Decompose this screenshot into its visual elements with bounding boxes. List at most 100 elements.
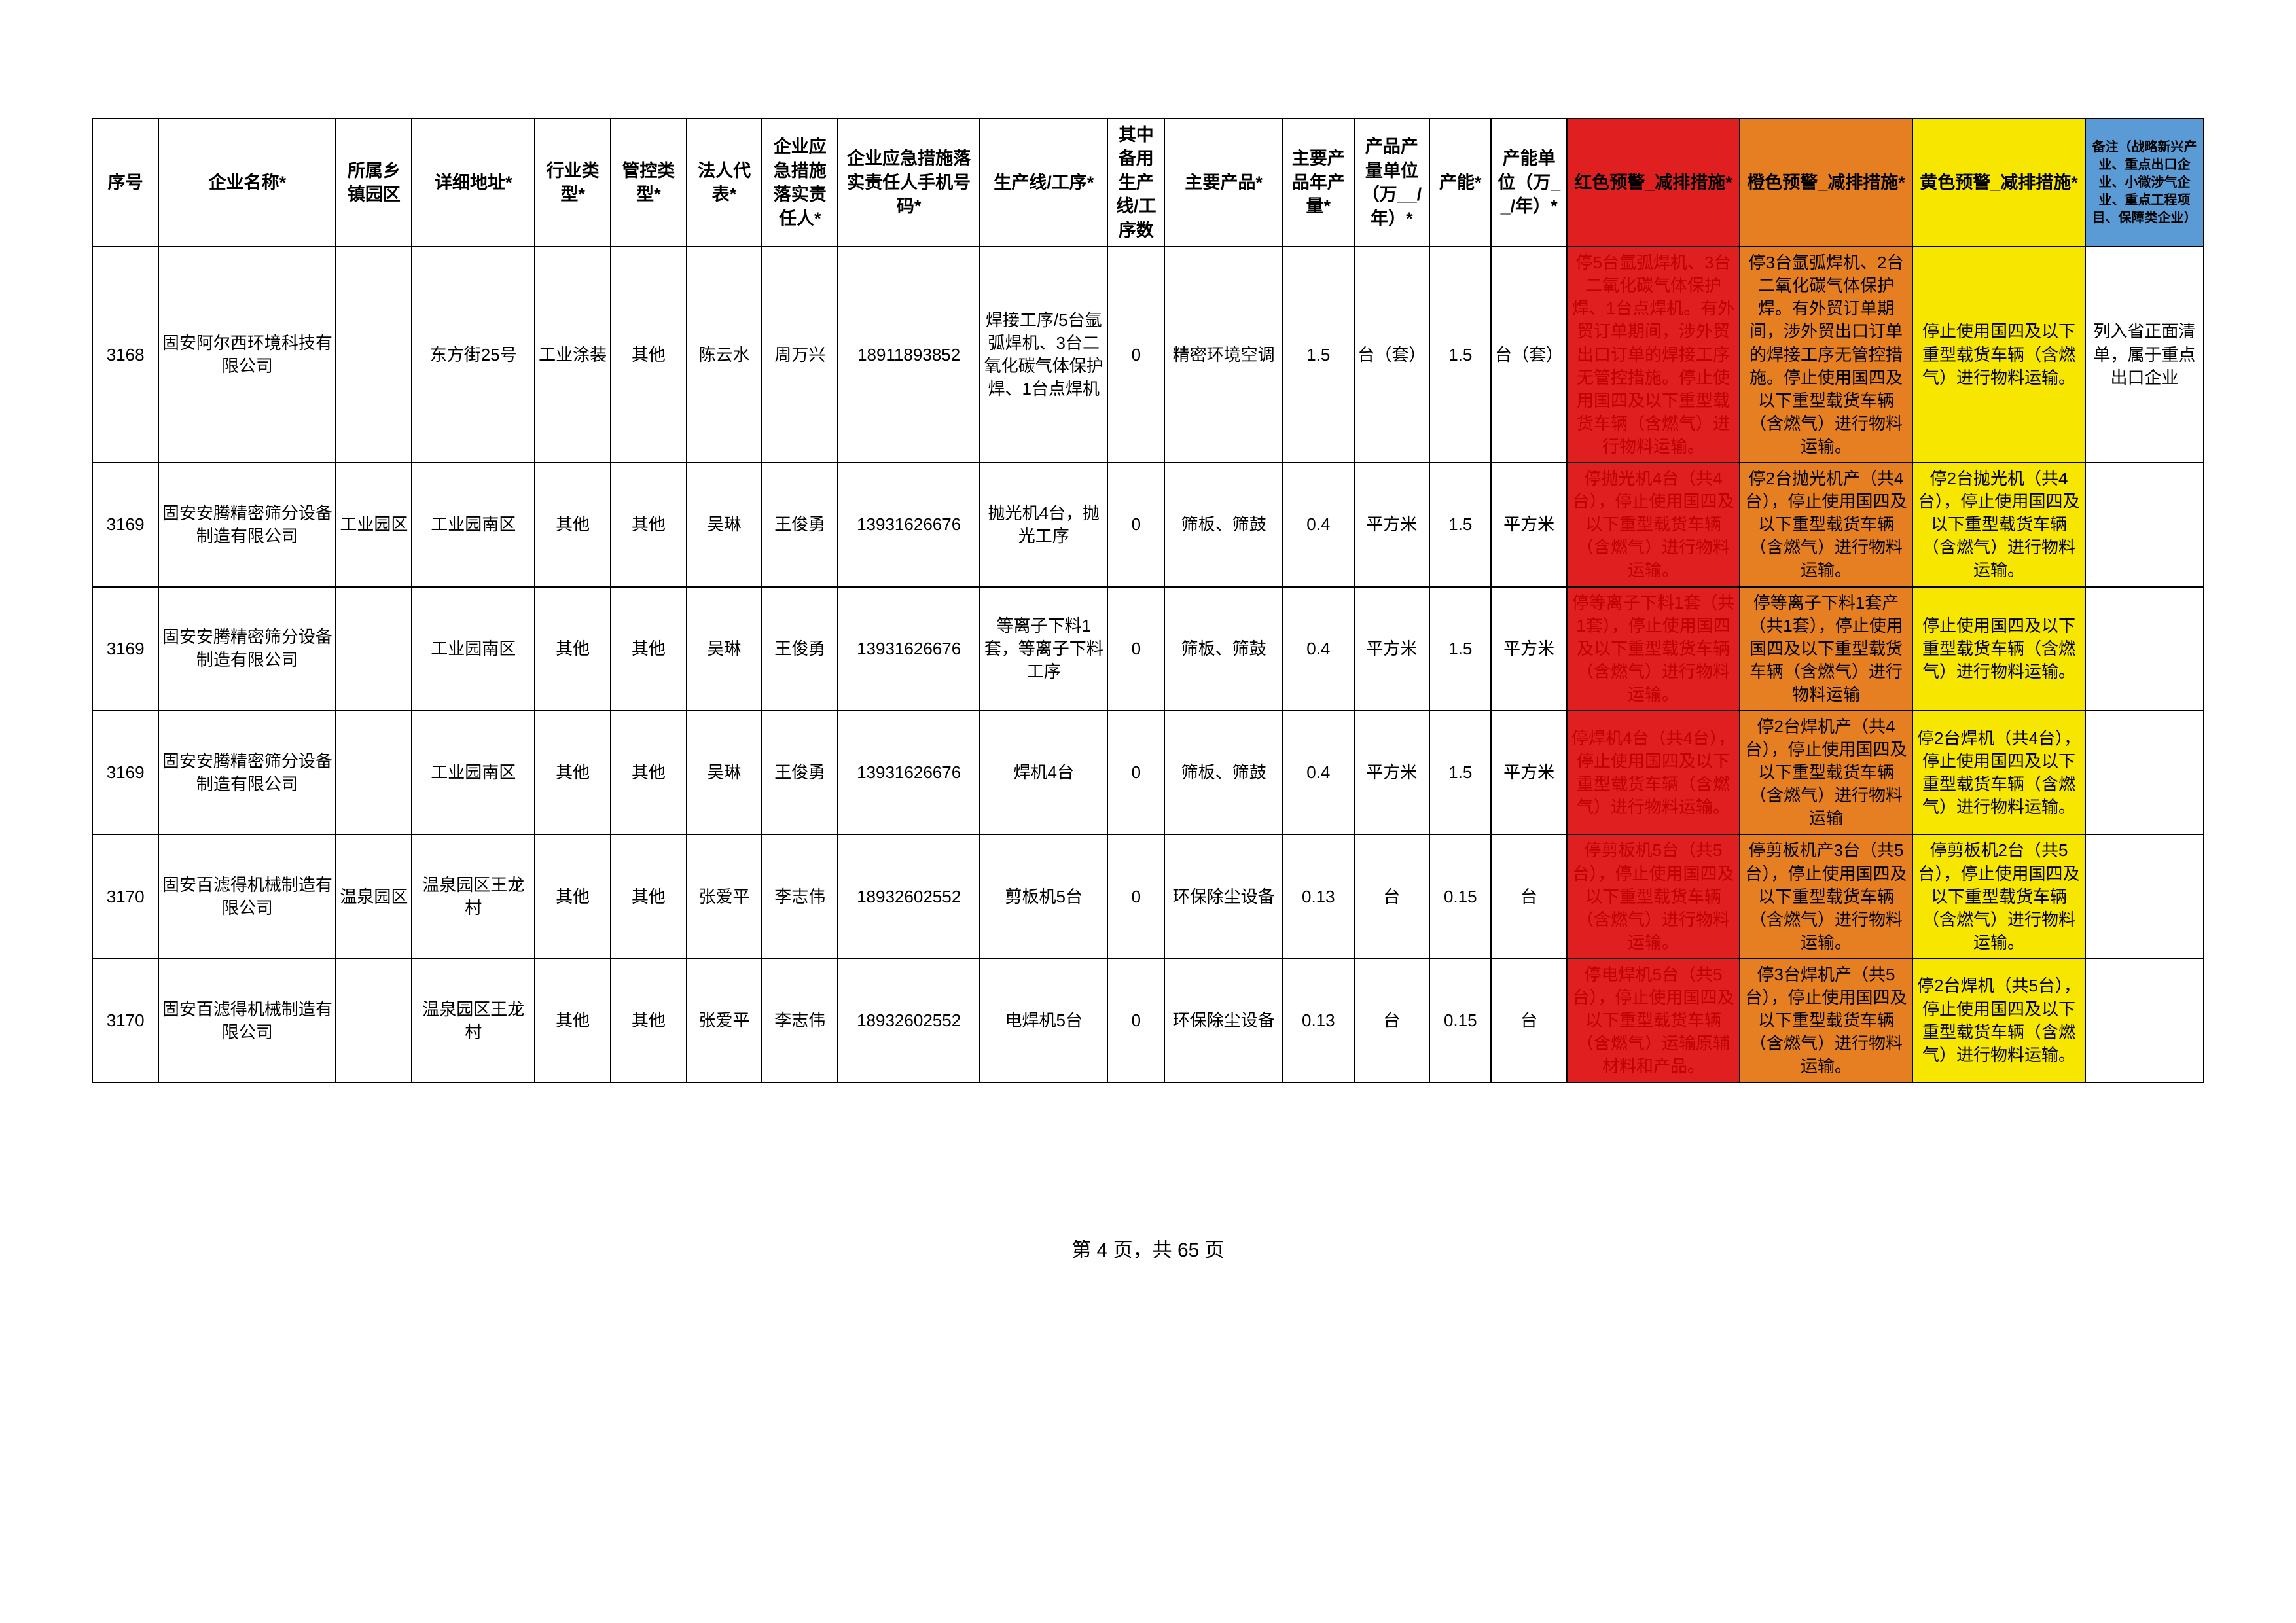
- table-cell: 固安百滤得机械制造有限公司: [158, 959, 336, 1082]
- table-cell: 停止使用国四及以下重型载货车辆（含燃气）进行物料运输。: [1912, 247, 2085, 463]
- table-row: 3168固安阿尔西环境科技有限公司东方街25号工业涂装其他陈云水周万兴18911…: [92, 247, 2204, 463]
- table-cell: 王俊勇: [762, 711, 838, 834]
- column-header: 行业类型*: [535, 118, 611, 247]
- table-cell: 停止使用国四及以下重型载货车辆（含燃气）进行物料运输。: [1912, 587, 2085, 711]
- table-cell: [2085, 463, 2204, 586]
- table-cell: 李志伟: [762, 959, 838, 1082]
- table-cell: 停3台焊机产（共5台），停止使用国四及以下重型载货车辆（含燃气）进行物料运输。: [1740, 959, 1912, 1082]
- table-cell: 平方米: [1491, 587, 1567, 711]
- table-cell: 平方米: [1491, 711, 1567, 834]
- table-cell: 精密环境空调: [1164, 247, 1283, 463]
- table-cell: 0: [1107, 463, 1164, 586]
- table-cell: 0: [1107, 711, 1164, 834]
- table-cell: [336, 959, 412, 1082]
- table-cell: 其他: [535, 711, 611, 834]
- table-cell: 其他: [535, 959, 611, 1082]
- table-cell: 台: [1354, 959, 1430, 1082]
- table-cell: 工业园区: [336, 463, 412, 586]
- table-cell: 3168: [92, 247, 158, 463]
- table-cell: 筛板、筛鼓: [1164, 587, 1283, 711]
- table-cell: 固安安腾精密筛分设备制造有限公司: [158, 711, 336, 834]
- table-cell: 0: [1107, 587, 1164, 711]
- table-cell: 其他: [535, 834, 611, 958]
- table-cell: 王俊勇: [762, 463, 838, 586]
- table-cell: 18911893852: [838, 247, 980, 463]
- table-cell: 其他: [535, 463, 611, 586]
- table-cell: 停抛光机4台（共4台），停止使用国四及以下重型载货车辆（含燃气）进行物料运输。: [1567, 463, 1740, 586]
- table-cell: 平方米: [1354, 587, 1430, 711]
- table-cell: 列入省正面清单，属于重点出口企业: [2085, 247, 2204, 463]
- column-header: 产能*: [1429, 118, 1491, 247]
- column-header: 橙色预警_减排措施*: [1740, 118, 1912, 247]
- table-cell: 0: [1107, 247, 1164, 463]
- table-cell: 剪板机5台: [980, 834, 1107, 958]
- table-cell: 等离子下料1套，等离子下料工序: [980, 587, 1107, 711]
- table-cell: 平方米: [1354, 463, 1430, 586]
- column-header: 黄色预警_减排措施*: [1912, 118, 2085, 247]
- table-cell: 3169: [92, 711, 158, 834]
- table-cell: 3170: [92, 834, 158, 958]
- table-cell: 其他: [611, 959, 687, 1082]
- column-header: 法人代表*: [687, 118, 762, 247]
- table-cell: 其他: [611, 247, 687, 463]
- table-row: 3169固安安腾精密筛分设备制造有限公司工业园南区其他其他吴琳王俊勇139316…: [92, 711, 2204, 834]
- table-cell: 张爱平: [687, 834, 762, 958]
- column-header: 管控类型*: [611, 118, 687, 247]
- table-row: 3170固安百滤得机械制造有限公司温泉园区王龙村其他其他张爱平李志伟189326…: [92, 959, 2204, 1082]
- table-cell: 停等离子下料1套产（共1套），停止使用国四及以下重型载货车辆（含燃气）进行物料运…: [1740, 587, 1912, 711]
- table-cell: 0: [1107, 959, 1164, 1082]
- table-cell: 0.4: [1283, 711, 1354, 834]
- table-cell: 停剪板机产3台（共5台），停止使用国四及以下重型载货车辆（含燃气）进行物料运输。: [1740, 834, 1912, 958]
- data-table: 序号企业名称*所属乡镇园区详细地址*行业类型*管控类型*法人代表*企业应急措施落…: [92, 118, 2204, 1083]
- table-cell: 张爱平: [687, 959, 762, 1082]
- table-cell: 其他: [611, 711, 687, 834]
- table-cell: [2085, 959, 2204, 1082]
- table-cell: 1.5: [1283, 247, 1354, 463]
- table-cell: 0.4: [1283, 587, 1354, 711]
- column-header: 其中备用生产线/工序数: [1107, 118, 1164, 247]
- table-cell: 筛板、筛鼓: [1164, 711, 1283, 834]
- table-cell: 工业园南区: [412, 711, 535, 834]
- table-cell: 平方米: [1354, 711, 1430, 834]
- table-cell: 台（套）: [1354, 247, 1430, 463]
- table-cell: 温泉园区王龙村: [412, 834, 535, 958]
- table-cell: 停焊机4台（共4台），停止使用国四及以下重型载货车辆（含燃气）进行物料运输。: [1567, 711, 1740, 834]
- table-cell: 工业园南区: [412, 463, 535, 586]
- column-header: 主要产品年产量*: [1283, 118, 1354, 247]
- table-cell: 停2台焊机（共4台），停止使用国四及以下重型载货车辆（含燃气）进行物料运输。: [1912, 711, 2085, 834]
- table-cell: 陈云水: [687, 247, 762, 463]
- table-cell: 停2台抛光机产（共4台），停止使用国四及以下重型载货车辆（含燃气）进行物料运输。: [1740, 463, 1912, 586]
- table-cell: 0.4: [1283, 463, 1354, 586]
- table-cell: 1.5: [1429, 463, 1491, 586]
- column-header: 备注（战略新兴产业、重点出口企业、小微涉气企业、重点工程项目、保障类企业）: [2085, 118, 2204, 247]
- table-cell: 台: [1354, 834, 1430, 958]
- table-cell: 固安安腾精密筛分设备制造有限公司: [158, 587, 336, 711]
- table-cell: 停2台抛光机（共4台），停止使用国四及以下重型载货车辆（含燃气）进行物料运输。: [1912, 463, 2085, 586]
- table-cell: 3169: [92, 463, 158, 586]
- table-cell: 固安百滤得机械制造有限公司: [158, 834, 336, 958]
- table-cell: 1.5: [1429, 587, 1491, 711]
- table-cell: [336, 587, 412, 711]
- table-cell: 0.13: [1283, 834, 1354, 958]
- table-cell: 东方街25号: [412, 247, 535, 463]
- table-cell: 工业园南区: [412, 587, 535, 711]
- page-footer: 第 4 页，共 65 页: [92, 1234, 2204, 1262]
- table-cell: 13931626676: [838, 711, 980, 834]
- header-row: 序号企业名称*所属乡镇园区详细地址*行业类型*管控类型*法人代表*企业应急措施落…: [92, 118, 2204, 247]
- table-cell: 台（套）: [1491, 247, 1567, 463]
- table-cell: 工业涂装: [535, 247, 611, 463]
- table-cell: 平方米: [1491, 463, 1567, 586]
- column-header: 企业应急措施落实责任人手机号码*: [838, 118, 980, 247]
- table-row: 3169固安安腾精密筛分设备制造有限公司工业园南区其他其他吴琳王俊勇139316…: [92, 587, 2204, 711]
- table-cell: 停剪板机2台（共5台），停止使用国四及以下重型载货车辆（含燃气）进行物料运输。: [1912, 834, 2085, 958]
- table-row: 3170固安百滤得机械制造有限公司温泉园区温泉园区王龙村其他其他张爱平李志伟18…: [92, 834, 2204, 958]
- table-cell: 18932602552: [838, 959, 980, 1082]
- table-cell: 1.5: [1429, 247, 1491, 463]
- table-cell: 13931626676: [838, 587, 980, 711]
- table-cell: 王俊勇: [762, 587, 838, 711]
- table-cell: 3169: [92, 587, 158, 711]
- column-header: 企业应急措施落实责任人*: [762, 118, 838, 247]
- table-cell: 其他: [611, 587, 687, 711]
- table-cell: 0.15: [1429, 834, 1491, 958]
- table-cell: 13931626676: [838, 463, 980, 586]
